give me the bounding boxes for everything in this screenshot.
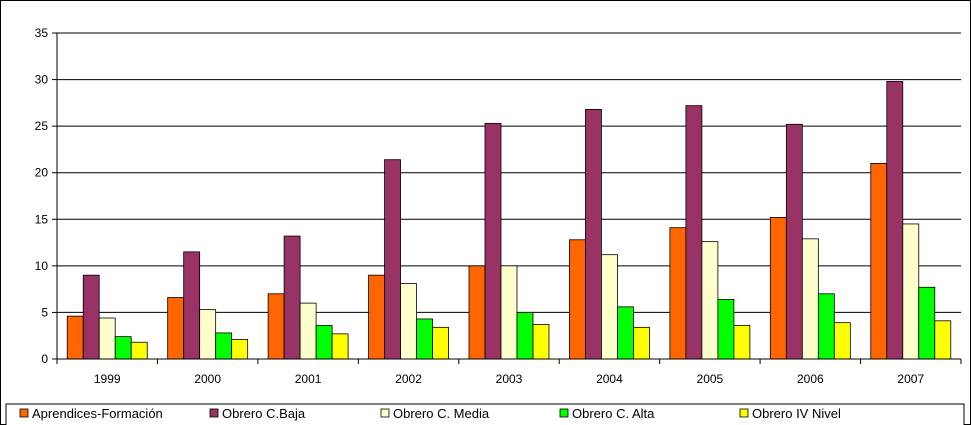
y-tick-label: 10 [35,259,49,273]
axes [56,33,962,364]
x-tick-label: 2007 [897,372,924,386]
bar-2002-series-0 [368,274,385,360]
bars [66,81,952,360]
y-tick-label: 5 [41,305,48,319]
legend-label: Obrero C.Baja [222,406,306,421]
bar-2004-series-0 [569,239,586,360]
bar-2002-series-1 [384,159,401,360]
legend: Aprendices-Formación Obrero C.Baja Obrero … [5,403,965,425]
legend-swatch [209,408,219,418]
bar-2002-series-4 [432,326,449,360]
bar-2002-series-2 [400,283,417,360]
y-tick-label: 15 [35,212,49,226]
legend-label: Obrero IV Nivel [752,406,841,421]
x-tick-label: 2002 [395,372,422,386]
bar-2006-series-3 [817,293,835,360]
bar-1999-series-1 [82,274,100,360]
x-tick-label: 2003 [496,372,523,386]
bar-2000-series-1 [183,251,201,360]
bar-2005-series-2 [701,241,719,360]
y-tick-label: 20 [35,166,49,180]
bar-2000-series-0 [167,297,185,360]
y-tick-label: 35 [35,26,49,40]
bar-2006-series-1 [785,123,803,360]
x-tick-label: 2004 [596,372,623,386]
bar-2003-series-0 [468,265,486,360]
bar-2003-series-2 [500,265,518,360]
legend-label: Obrero C. Media [393,406,490,421]
bar-2006-series-2 [801,238,819,360]
legend-box [5,403,965,425]
bar-2007-series-4 [934,320,952,360]
bar-2005-series-1 [685,105,703,360]
bar-2004-series-3 [617,306,634,360]
x-tick-labels: 1999 2000 2001 2002 2003 2004 2005 2006 2007 [94,372,925,386]
legend-label: Aprendices-Formación [32,406,163,421]
x-tick-label: 2006 [797,372,824,386]
bar-2001-series-2 [299,302,317,360]
bar-2000-series-3 [215,332,233,360]
legend-swatch [739,408,749,418]
bar-1999-series-4 [130,341,148,360]
bar-2007-series-2 [902,223,920,360]
bar-2007-series-3 [918,286,936,360]
bar-2004-series-2 [601,254,618,360]
bar-2004-series-1 [585,108,602,360]
y-tick-label: 25 [35,119,49,133]
bar-1999-series-3 [114,336,132,360]
legend-label: Obrero C. Alta [572,406,655,421]
y-tick-label: 30 [35,73,49,87]
bar-2001-series-0 [267,293,285,360]
x-tick-label: 1999 [94,372,121,386]
x-tick-label: 2005 [697,372,724,386]
bar-1999-series-0 [66,315,84,360]
bar-2003-series-1 [484,122,502,360]
bar-2005-series-4 [733,325,751,360]
legend-swatch [380,408,390,418]
legend-swatch [19,408,29,418]
bar-2003-series-3 [516,312,534,360]
bar-2007-series-0 [870,162,888,360]
y-tick-labels: 0 5 10 15 20 25 30 35 [35,26,49,366]
legend-swatch [559,408,569,418]
bar-2002-series-3 [416,318,433,360]
x-tick-label: 2001 [295,372,322,386]
bar-2003-series-4 [532,324,550,360]
bar-2000-series-2 [199,309,217,360]
bar-2005-series-3 [717,298,735,360]
bar-1999-series-2 [98,317,116,360]
x-tick-label: 2000 [194,372,221,386]
bar-2007-series-1 [886,81,904,360]
bar-2006-series-0 [769,217,787,360]
bar-2000-series-4 [231,339,249,360]
y-tick-label: 0 [41,352,48,366]
bar-2004-series-4 [633,326,650,360]
bar-2001-series-4 [331,333,349,360]
bar-2001-series-1 [283,235,301,360]
bar-2006-series-4 [833,322,851,360]
bar-2001-series-3 [315,325,333,360]
bar-2005-series-0 [669,227,687,360]
